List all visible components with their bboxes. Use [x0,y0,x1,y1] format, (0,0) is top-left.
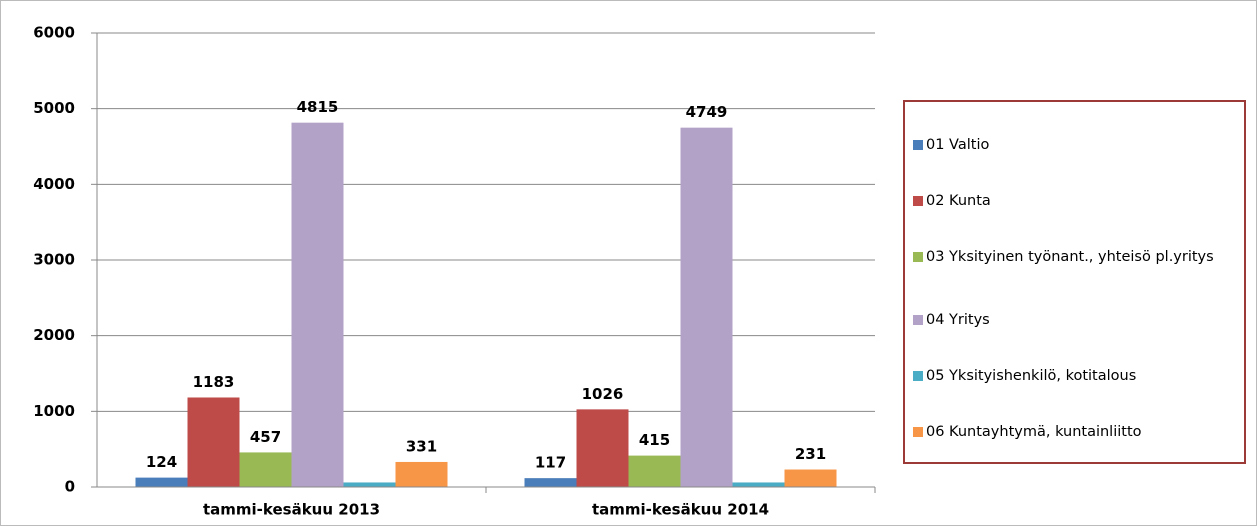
bar [576,409,629,487]
legend-item: 01 Valtio [913,136,1240,181]
data-label: 1026 [582,385,624,403]
y-tick-label: 3000 [33,251,75,269]
legend-label: 06 Kuntayhtymä, kuntainliitto [926,424,1142,440]
bar [732,482,785,487]
bar [680,127,733,487]
legend-label: 01 Valtio [926,137,990,153]
data-label: 4815 [297,98,339,116]
data-label: 457 [250,428,281,446]
bar [187,397,240,487]
y-tick-label: 0 [65,478,75,496]
data-label: 231 [795,445,826,463]
data-label: 415 [639,431,670,449]
bar [291,122,344,487]
legend-label: 03 Yksityinen työnant., yhteisö pl.yrity… [926,249,1214,265]
legend-item: 04 Yritys [913,311,1240,356]
bar [395,461,448,487]
data-label: 124 [146,453,177,471]
bar [628,455,681,487]
legend-swatch [913,427,923,437]
bar [135,477,188,487]
data-label: 117 [535,454,566,472]
legend-label: 04 Yritys [926,312,990,328]
legend-swatch [913,196,923,206]
legend: 01 Valtio 02 Kunta 03 Yksityinen työnant.,… [903,100,1246,464]
x-tick-label: tammi-kesäkuu 2013 [203,501,380,519]
bar [343,482,396,487]
y-tick-label: 1000 [33,402,75,420]
bar [239,452,292,487]
data-label: 331 [406,437,437,455]
y-tick-label: 6000 [33,24,75,42]
legend-item: 03 Yksityinen työnant., yhteisö pl.yrity… [913,248,1240,300]
data-label: 1183 [193,373,235,391]
x-tick-label: tammi-kesäkuu 2014 [592,501,769,519]
y-tick-label: 5000 [33,99,75,117]
legend-item: 06 Kuntayhtymä, kuntainliitto [913,423,1240,468]
legend-swatch [913,315,923,325]
y-tick-label: 2000 [33,326,75,344]
y-tick-label: 4000 [33,175,75,193]
legend-label: 02 Kunta [926,193,991,209]
data-label: 4749 [686,103,728,121]
legend-swatch [913,252,923,262]
legend-label: 05 Yksityishenkilö, kotitalous [926,368,1137,384]
legend-swatch [913,371,923,381]
legend-item: 02 Kunta [913,192,1240,237]
legend-item: 05 Yksityishenkilö, kotitalous [913,367,1240,412]
bar [524,478,577,487]
legend-swatch [913,140,923,150]
bar [784,469,837,487]
